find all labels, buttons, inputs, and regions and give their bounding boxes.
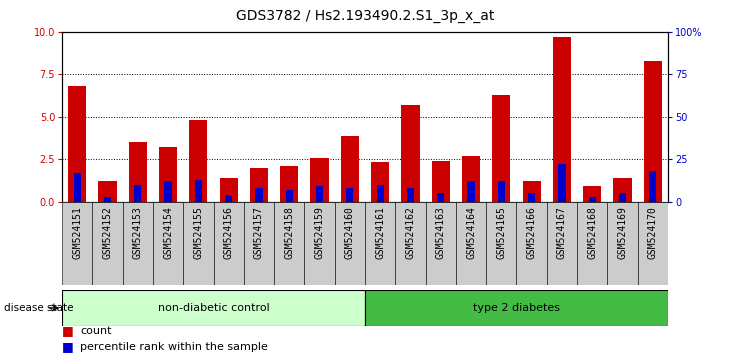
Text: ■: ■ — [62, 325, 74, 337]
Text: GSM524167: GSM524167 — [557, 206, 567, 259]
Text: GSM524160: GSM524160 — [345, 206, 355, 259]
Bar — [310, 158, 328, 202]
Text: GSM524161: GSM524161 — [375, 206, 385, 259]
Bar — [558, 164, 566, 202]
Bar — [517, 202, 547, 285]
Bar — [285, 190, 293, 202]
Bar — [274, 202, 304, 285]
Bar — [462, 156, 480, 202]
Text: GSM524157: GSM524157 — [254, 206, 264, 259]
Bar — [68, 86, 86, 202]
Text: GSM524158: GSM524158 — [284, 206, 294, 259]
Text: percentile rank within the sample: percentile rank within the sample — [80, 342, 268, 352]
Text: type 2 diabetes: type 2 diabetes — [473, 303, 560, 313]
Text: GSM524159: GSM524159 — [315, 206, 325, 259]
Text: GSM524170: GSM524170 — [648, 206, 658, 259]
Text: GSM524168: GSM524168 — [587, 206, 597, 259]
Bar — [128, 142, 147, 202]
Bar — [619, 193, 626, 202]
Bar — [220, 178, 238, 202]
Bar — [377, 185, 384, 202]
Bar — [638, 202, 668, 285]
Text: GSM524169: GSM524169 — [618, 206, 628, 259]
Bar — [588, 197, 596, 202]
Text: GSM524165: GSM524165 — [496, 206, 507, 259]
Bar — [183, 202, 214, 285]
Bar — [583, 187, 602, 202]
Text: count: count — [80, 326, 112, 336]
Bar — [547, 202, 577, 285]
Bar — [523, 181, 541, 202]
Text: GSM524152: GSM524152 — [102, 206, 112, 259]
Bar — [486, 202, 517, 285]
Bar — [528, 193, 535, 202]
Bar — [365, 202, 396, 285]
Bar — [456, 202, 486, 285]
Bar — [402, 105, 420, 202]
Bar — [255, 188, 263, 202]
Bar — [244, 202, 274, 285]
Bar — [426, 202, 456, 285]
Bar — [159, 147, 177, 202]
Bar — [437, 193, 445, 202]
Bar — [644, 61, 662, 202]
Bar — [316, 187, 323, 202]
Bar — [189, 120, 207, 202]
Text: GSM524155: GSM524155 — [193, 206, 204, 259]
Bar — [649, 171, 656, 202]
Bar — [62, 202, 93, 285]
Bar — [280, 166, 299, 202]
Bar — [431, 161, 450, 202]
Bar — [123, 202, 153, 285]
Bar — [371, 162, 389, 202]
Bar — [607, 202, 638, 285]
Text: ■: ■ — [62, 341, 74, 353]
Bar — [498, 181, 505, 202]
Bar — [407, 188, 414, 202]
Text: GSM524164: GSM524164 — [466, 206, 476, 259]
Text: GDS3782 / Hs2.193490.2.S1_3p_x_at: GDS3782 / Hs2.193490.2.S1_3p_x_at — [236, 9, 494, 23]
Bar — [346, 188, 353, 202]
Bar — [492, 95, 510, 202]
Bar — [577, 202, 607, 285]
Bar — [195, 180, 202, 202]
Text: GSM524151: GSM524151 — [72, 206, 82, 259]
Bar — [304, 202, 335, 285]
Bar — [214, 202, 244, 285]
Bar — [74, 173, 81, 202]
Bar — [613, 178, 631, 202]
Text: disease state: disease state — [4, 303, 73, 313]
Bar — [553, 37, 571, 202]
Bar — [365, 290, 668, 326]
Bar — [225, 195, 232, 202]
Bar — [164, 181, 172, 202]
Text: GSM524166: GSM524166 — [526, 206, 537, 259]
Text: GSM524156: GSM524156 — [223, 206, 234, 259]
Text: non-diabetic control: non-diabetic control — [158, 303, 269, 313]
Bar — [104, 197, 111, 202]
Text: GSM524154: GSM524154 — [163, 206, 173, 259]
Bar — [396, 202, 426, 285]
Bar — [335, 202, 365, 285]
Bar — [250, 168, 268, 202]
Bar — [341, 136, 359, 202]
Text: GSM524162: GSM524162 — [405, 206, 415, 259]
Text: GSM524163: GSM524163 — [436, 206, 446, 259]
Bar — [93, 202, 123, 285]
Bar — [99, 181, 117, 202]
Bar — [134, 185, 142, 202]
Bar — [467, 181, 474, 202]
Text: GSM524153: GSM524153 — [133, 206, 143, 259]
Bar — [62, 290, 365, 326]
Bar — [153, 202, 183, 285]
